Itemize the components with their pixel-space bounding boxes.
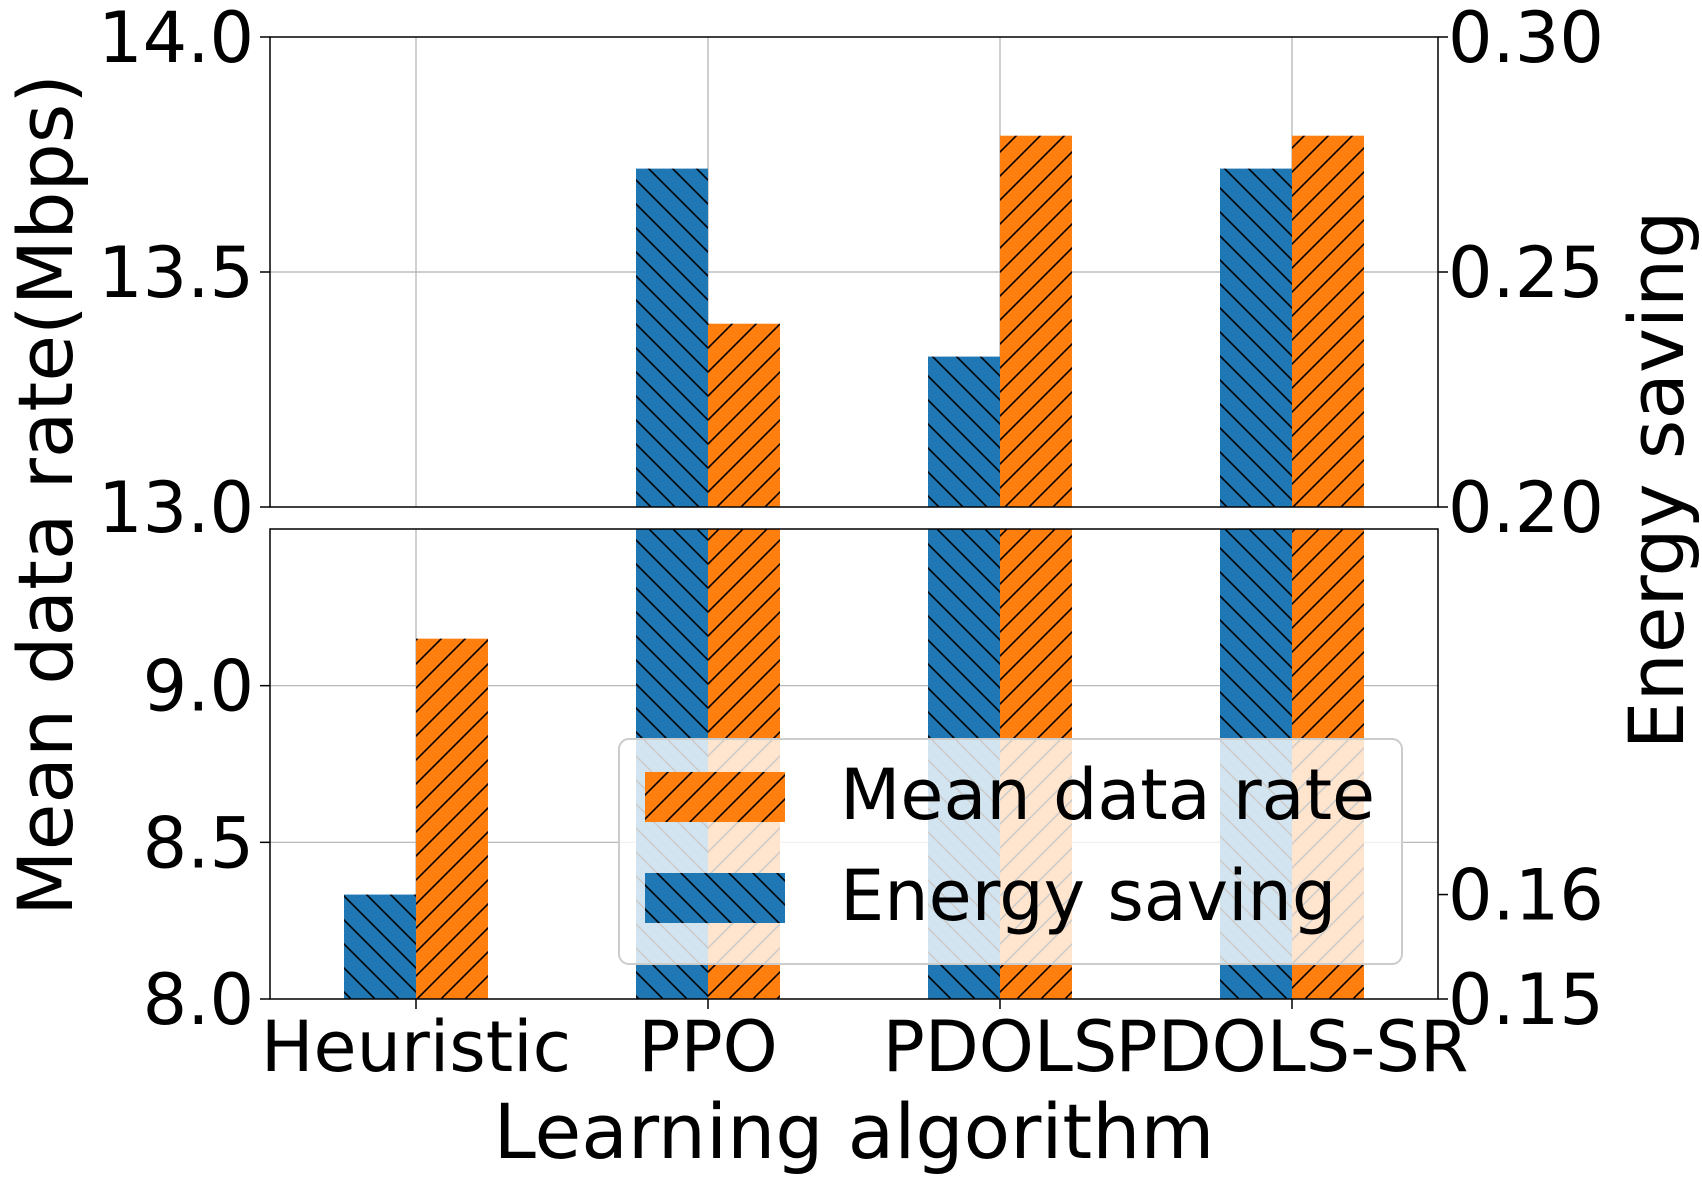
legend: Mean data rate Energy saving bbox=[618, 738, 1403, 965]
y-right-tick-label: 0.16 bbox=[1448, 855, 1604, 937]
y-left-tick-label: 13.0 bbox=[98, 467, 254, 549]
x-tick-label: PPO bbox=[638, 1006, 778, 1088]
bar-mean-data-rate bbox=[1000, 135, 1072, 507]
bar-energy-saving bbox=[928, 356, 1000, 507]
legend-label-mean-data-rate: Mean data rate bbox=[840, 754, 1375, 836]
bar-energy-saving bbox=[344, 894, 416, 999]
y-left-tick-label: 8.0 bbox=[143, 959, 254, 1041]
y-left-tick-label: 14.0 bbox=[98, 0, 254, 79]
y-axis-right-label: Energy saving bbox=[1612, 211, 1701, 750]
legend-swatch-mean-data-rate bbox=[645, 772, 785, 822]
y-left-tick-label: 9.0 bbox=[143, 646, 254, 728]
bottom-panel-frame bbox=[269, 528, 1439, 1000]
y-right-tick-label: 0.20 bbox=[1448, 467, 1604, 549]
x-axis-label: Learning algorithm bbox=[494, 1087, 1215, 1176]
y-right-tick-label: 0.30 bbox=[1448, 0, 1604, 79]
ticks: 13.0 13.5 14.0 8.0 8.5 9.0 0.20 0.25 0.30 0.15 0.1… bbox=[98, 0, 1604, 1088]
bar-energy-saving bbox=[636, 168, 708, 507]
bar-mean-data-rate bbox=[708, 323, 780, 507]
bar-mean-data-rate bbox=[416, 638, 488, 999]
legend-swatch-energy-saving bbox=[645, 873, 785, 923]
y-right-tick-label: 0.15 bbox=[1448, 959, 1604, 1041]
y-axis-left-label: Mean data rate(Mbps) bbox=[1, 74, 90, 916]
x-tick-label: PDOLS bbox=[883, 1006, 1118, 1088]
y-left-tick-label: 13.5 bbox=[98, 232, 254, 314]
bar-energy-saving bbox=[1220, 168, 1292, 507]
legend-box bbox=[618, 738, 1403, 965]
legend-label-energy-saving: Energy saving bbox=[840, 855, 1336, 937]
x-tick-label: Heuristic bbox=[261, 1006, 571, 1088]
y-right-tick-label: 0.25 bbox=[1448, 232, 1604, 314]
bar-mean-data-rate bbox=[1292, 135, 1364, 507]
x-tick-label: PDOLS-SR bbox=[1116, 1006, 1469, 1088]
y-left-tick-label: 8.5 bbox=[143, 802, 254, 884]
